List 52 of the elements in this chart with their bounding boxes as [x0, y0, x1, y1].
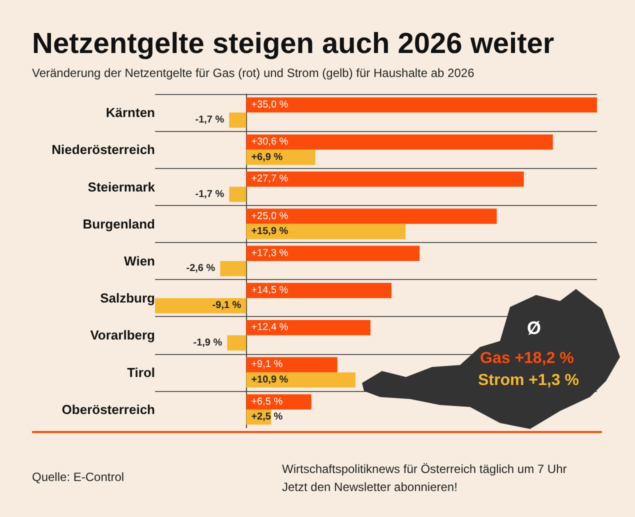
y-tick-label: Niederösterreich — [52, 142, 156, 158]
bar — [246, 172, 524, 187]
bar — [246, 282, 392, 298]
data-label: +10,9 % — [251, 374, 288, 386]
y-tick-label: Kärnten — [106, 105, 156, 120]
text: Wirtschaftspolitiknews für Österreich täglich um 7 Uhr — [282, 462, 567, 476]
bar — [229, 186, 246, 202]
data-label: +35,0 % — [251, 99, 288, 110]
data-label: +9,1 % — [251, 359, 283, 370]
data-label: +6,5 % — [251, 396, 283, 408]
data-label: +12,4 % — [251, 322, 288, 334]
chart-subtitle: Veränderung der Netzentgelte für Gas (rot) und Strom (gelb) für Haushalte ab 2026 — [32, 66, 474, 80]
y-tick-label: Salzburg — [100, 290, 156, 306]
annotation: Strom +1,3 % — [478, 372, 579, 390]
bar — [246, 246, 420, 261]
data-label: +30,6 % — [251, 136, 288, 148]
data-label: +6,9 % — [251, 152, 283, 163]
bar — [246, 357, 338, 372]
data-label: +14,5 % — [251, 285, 288, 296]
data-label: -9,1 % — [212, 300, 242, 312]
y-tick-label: Wien — [124, 254, 156, 268]
bar — [246, 150, 316, 165]
annotation: Gas +18,2 % — [480, 350, 574, 368]
bar — [229, 112, 246, 128]
data-label: +17,3 % — [251, 248, 288, 259]
y-tick-label: Burgenland — [82, 216, 156, 232]
bar — [246, 134, 553, 150]
annotation: Ø — [527, 318, 542, 339]
y-tick-label: Tirol — [127, 364, 155, 380]
bar — [246, 394, 312, 410]
text: Jetzt den Newsletter abonnieren! — [282, 480, 458, 494]
bar — [220, 261, 246, 276]
bar — [155, 298, 246, 314]
bar — [246, 97, 597, 113]
source-note: Quelle: E-Control — [32, 470, 124, 484]
data-label: +27,7 % — [251, 174, 288, 185]
data-label: -1,7 % — [195, 114, 224, 126]
data-label: +25,0 % — [251, 210, 288, 222]
bar — [246, 208, 497, 224]
y-tick-label: Vorarlberg — [90, 328, 156, 343]
y-tick-label: Oberösterreich — [62, 402, 156, 417]
bar — [246, 320, 370, 336]
bar — [246, 372, 356, 388]
data-label: -1,9 % — [193, 337, 222, 348]
data-label: +15,9 % — [251, 226, 288, 237]
data-label: -2,6 % — [186, 263, 216, 274]
chart-title: Netzentgelte steigen auch 2026 weiter — [32, 28, 554, 61]
bar — [246, 224, 406, 240]
data-label: +2,5 % — [251, 412, 283, 423]
bar — [227, 335, 246, 350]
data-label: -1,7 % — [195, 188, 224, 200]
y-tick-label: Steiermark — [88, 179, 156, 194]
